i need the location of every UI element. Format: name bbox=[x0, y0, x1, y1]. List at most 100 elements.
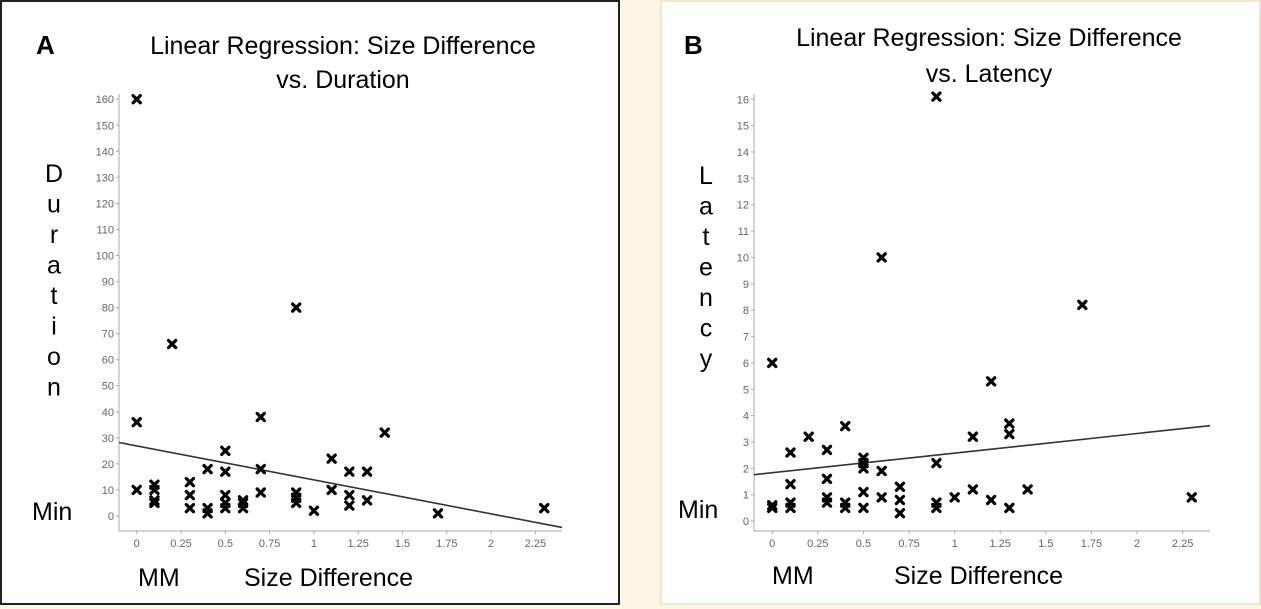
data-point bbox=[858, 463, 869, 474]
data-point bbox=[237, 502, 249, 514]
data-point-stroke bbox=[344, 466, 355, 477]
x-tick-label: 0.5 bbox=[856, 538, 871, 550]
x-tick-label: 1.25 bbox=[348, 538, 369, 550]
data-point-stroke bbox=[1077, 299, 1088, 311]
data-point bbox=[149, 497, 160, 509]
x-tick-label: 1 bbox=[952, 538, 958, 550]
data-point bbox=[931, 502, 942, 514]
data-point bbox=[344, 500, 355, 511]
data-point bbox=[220, 466, 231, 477]
data-point bbox=[202, 463, 213, 475]
data-point bbox=[858, 486, 869, 498]
data-point bbox=[967, 484, 979, 495]
y-tick-label: 120 bbox=[96, 198, 114, 210]
data-point bbox=[131, 417, 142, 428]
y-tick-label: 5 bbox=[743, 384, 749, 396]
x-tick-label: 1 bbox=[311, 538, 317, 550]
y-axis-label-letter: L bbox=[699, 162, 713, 190]
data-point-stroke bbox=[821, 444, 833, 456]
y-tick-label: 110 bbox=[96, 224, 114, 236]
data-point-stroke bbox=[326, 484, 337, 496]
data-point bbox=[894, 481, 906, 493]
chart-a-svg: A Linear Regression: Size Difference vs.… bbox=[32, 30, 563, 592]
y-tick-label: 4 bbox=[743, 411, 749, 423]
y-tick-label: 10 bbox=[737, 252, 749, 264]
chart-a-y-unit: Min bbox=[32, 498, 72, 526]
y-tick-label: 0 bbox=[743, 516, 749, 528]
data-point-stroke bbox=[131, 417, 142, 428]
data-point-stroke bbox=[876, 492, 887, 503]
chart-a-title-line-2: vs. Duration bbox=[276, 66, 409, 94]
data-point bbox=[326, 484, 337, 496]
y-tick-label: 20 bbox=[102, 459, 114, 471]
data-point bbox=[876, 465, 887, 477]
chart-a-plot-area: 0102030405060708090100110120130140150160… bbox=[96, 94, 563, 550]
data-point-stroke bbox=[931, 91, 942, 102]
data-point-stroke bbox=[894, 507, 906, 519]
data-point-stroke bbox=[379, 427, 390, 438]
data-point bbox=[149, 484, 160, 496]
y-tick-label: 150 bbox=[96, 120, 114, 132]
data-point bbox=[1004, 418, 1015, 429]
regression-line bbox=[753, 424, 1211, 476]
y-tick-label: 11 bbox=[738, 226, 749, 238]
data-point bbox=[344, 466, 355, 477]
y-axis-label-letter: r bbox=[50, 221, 58, 249]
chart-panel-a: A Linear Regression: Size Difference vs.… bbox=[0, 0, 620, 605]
y-tick-label: 2 bbox=[743, 463, 749, 475]
chart-b-x-axis-label: Size Difference bbox=[894, 562, 1063, 590]
y-axis-label-letter: n bbox=[47, 374, 61, 402]
x-tick-label: 1.75 bbox=[1081, 538, 1102, 550]
data-point-stroke bbox=[840, 502, 851, 514]
data-point-stroke bbox=[767, 357, 778, 369]
data-point bbox=[821, 444, 833, 456]
data-point bbox=[967, 431, 979, 442]
data-point bbox=[255, 411, 266, 423]
data-point bbox=[985, 376, 997, 387]
y-axis-label-letter: a bbox=[47, 252, 61, 280]
data-point-stroke bbox=[149, 497, 160, 509]
data-point-stroke bbox=[344, 500, 355, 511]
data-point-stroke bbox=[432, 508, 444, 519]
data-point-stroke bbox=[931, 457, 942, 469]
chart-a-y-axis-label: Duration bbox=[45, 160, 63, 402]
data-point bbox=[131, 94, 142, 105]
x-tick-label: 0.25 bbox=[807, 538, 828, 550]
y-axis-label-letter: D bbox=[45, 160, 63, 188]
data-point-stroke bbox=[308, 505, 320, 516]
data-point bbox=[858, 502, 869, 514]
data-point bbox=[894, 507, 906, 519]
y-axis-label-letter: t bbox=[703, 223, 710, 251]
y-tick-label: 140 bbox=[96, 146, 114, 158]
x-tick-label: 1.75 bbox=[436, 538, 457, 550]
y-tick-label: 8 bbox=[743, 305, 749, 317]
data-point-stroke bbox=[291, 497, 302, 509]
x-tick-label: 0.25 bbox=[170, 538, 191, 550]
chart-a-x-unit: MM bbox=[138, 564, 180, 592]
chart-a-x-axis-label: Size Difference bbox=[244, 564, 413, 592]
data-point bbox=[840, 420, 851, 432]
data-point-stroke bbox=[967, 484, 979, 495]
data-point bbox=[931, 91, 942, 102]
x-tick-label: 0 bbox=[134, 538, 140, 550]
data-point bbox=[326, 453, 337, 464]
y-tick-label: 7 bbox=[743, 332, 749, 344]
data-point-stroke bbox=[785, 502, 796, 514]
y-tick-label: 3 bbox=[743, 437, 749, 449]
data-point bbox=[539, 502, 550, 514]
y-tick-label: 12 bbox=[737, 200, 749, 212]
x-tick-label: 0.75 bbox=[898, 538, 919, 550]
y-tick-label: 160 bbox=[96, 94, 114, 106]
data-point bbox=[184, 502, 196, 514]
data-point bbox=[785, 502, 796, 514]
x-tick-label: 1.25 bbox=[990, 538, 1011, 550]
data-point-stroke bbox=[131, 484, 142, 496]
y-axis-label-letter: e bbox=[699, 254, 713, 282]
y-tick-label: 40 bbox=[102, 407, 114, 419]
y-tick-label: 100 bbox=[96, 250, 114, 262]
data-point-stroke bbox=[184, 502, 196, 514]
data-point-stroke bbox=[1004, 418, 1015, 429]
data-point bbox=[255, 463, 266, 475]
data-point-stroke bbox=[149, 484, 160, 496]
